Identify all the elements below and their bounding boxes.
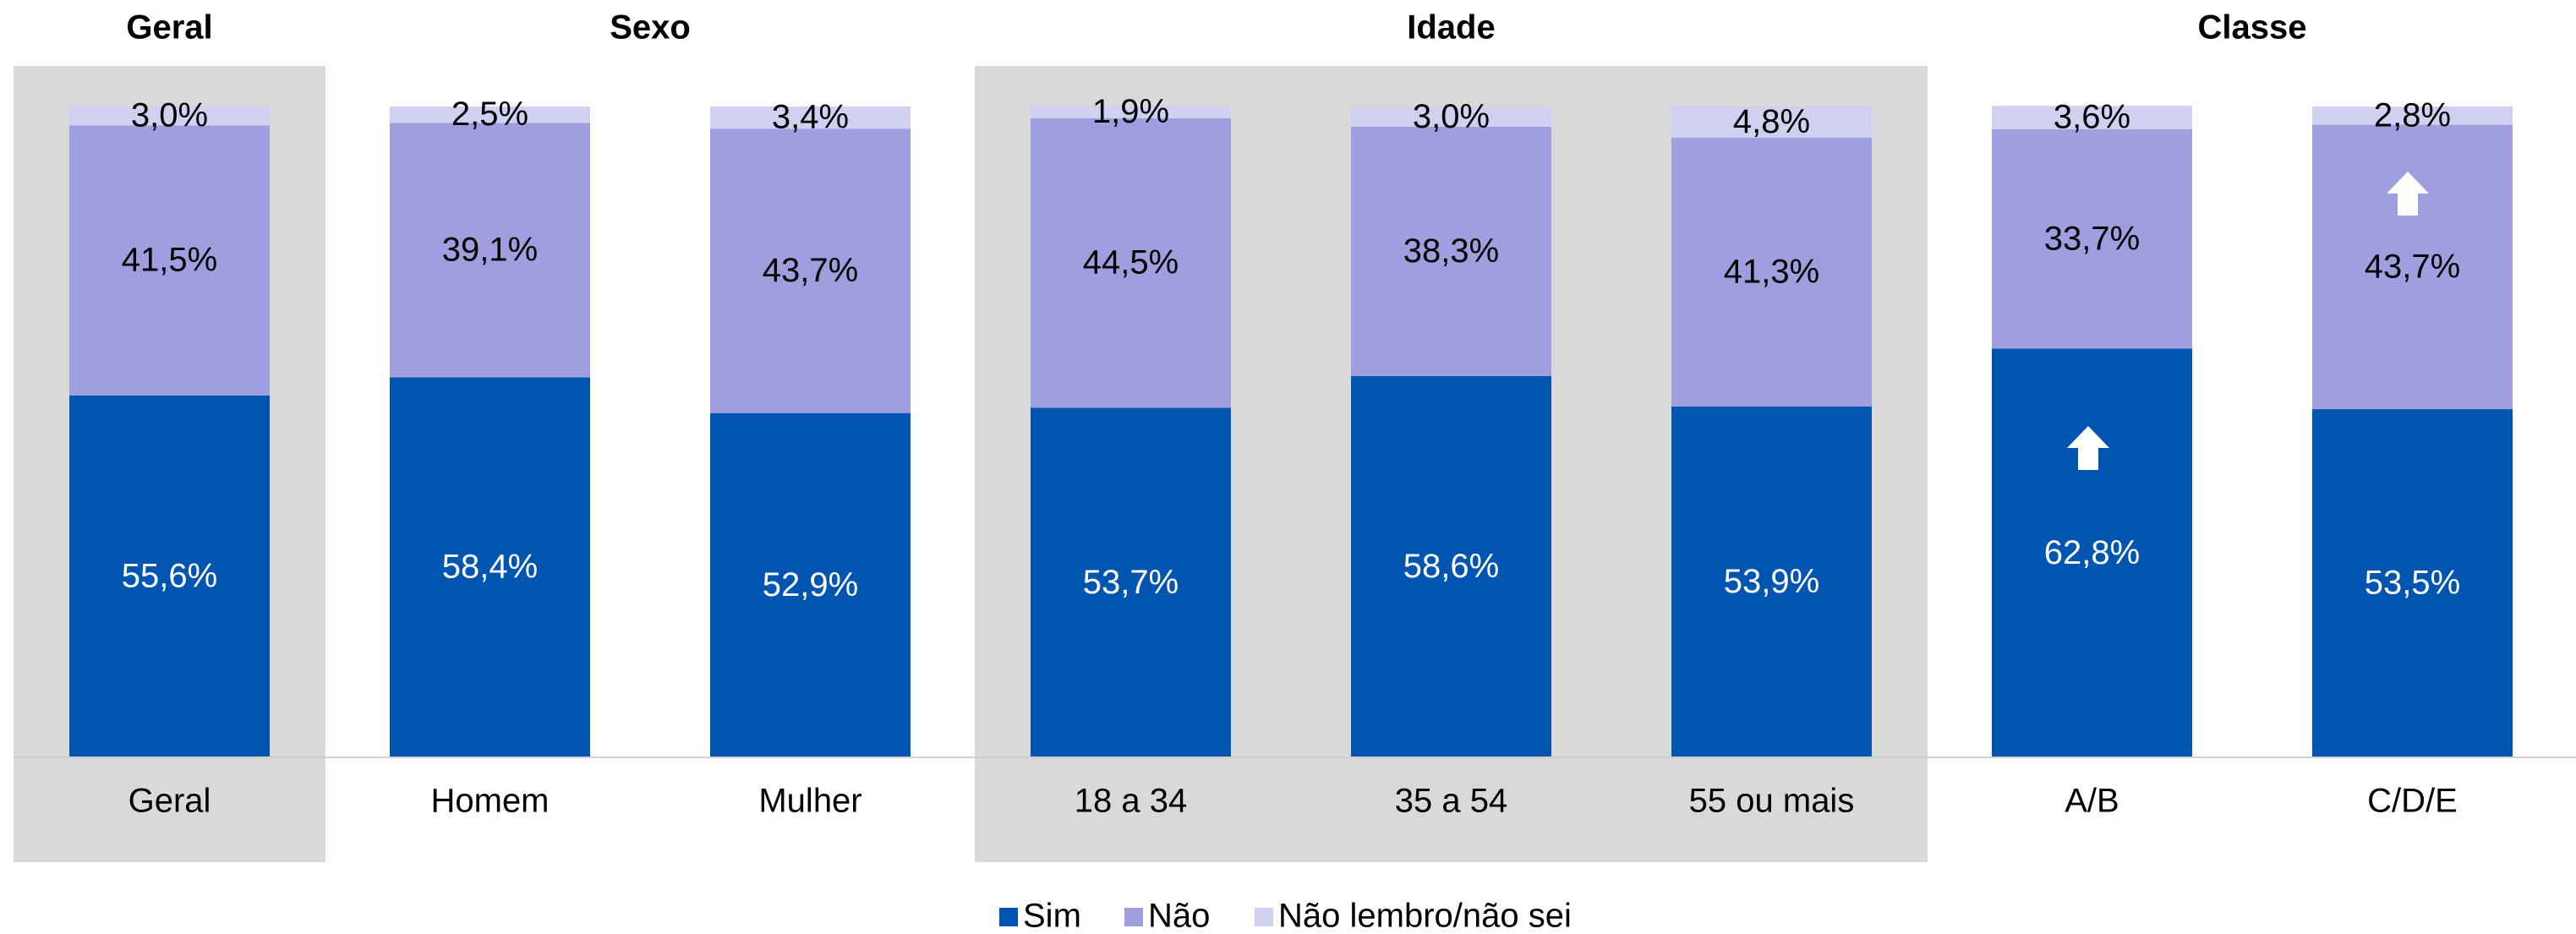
bar-segment <box>2312 124 2513 410</box>
bar-segment <box>1031 117 1231 408</box>
bar-segment <box>710 128 911 413</box>
data-label: 41,3% <box>1724 254 1819 291</box>
legend-label: Sim <box>1023 898 1081 934</box>
group-title: Idade <box>1407 9 1495 46</box>
bar-segment <box>1351 126 1551 376</box>
x-tick-label: 35 a 54 <box>1395 783 1507 820</box>
group-title: Classe <box>2198 9 2307 46</box>
bar-segment <box>1031 407 1231 757</box>
x-tick-label: 55 ou mais <box>1689 783 1855 820</box>
legend-label: Não <box>1148 898 1210 934</box>
bar-segment <box>69 395 270 757</box>
x-tick-label: A/B <box>2065 783 2119 820</box>
group-title: Sexo <box>610 9 691 46</box>
bar-segment <box>1992 106 2192 129</box>
data-label: 3,0% <box>1413 98 1490 135</box>
x-tick-label: C/D/E <box>2367 783 2458 820</box>
bar-segment <box>2312 107 2513 125</box>
bar-segment <box>390 377 590 757</box>
data-label: 1,9% <box>1092 93 1169 130</box>
bar-segment <box>1671 107 1872 138</box>
bar-segment <box>1351 107 1551 127</box>
x-tick-label: Geral <box>129 783 211 820</box>
data-label: 3,6% <box>2054 99 2130 136</box>
legend-swatch <box>999 908 1018 926</box>
data-label: 53,7% <box>1083 564 1179 601</box>
bar-segment <box>1671 137 1872 407</box>
data-label: 43,7% <box>2365 248 2460 285</box>
x-tick-label: Homem <box>430 783 549 820</box>
x-tick-label: 18 a 34 <box>1075 783 1187 820</box>
data-label: 58,4% <box>442 549 538 586</box>
data-label: 52,9% <box>763 566 858 604</box>
significance-arrow <box>2387 172 2429 216</box>
bar-segment <box>390 107 590 123</box>
bar-segment <box>390 123 590 378</box>
data-label: 55,6% <box>122 558 217 595</box>
bar-segment <box>710 107 911 129</box>
data-label: 4,8% <box>1733 103 1810 140</box>
data-label: 41,5% <box>122 242 217 279</box>
bar-segment <box>1992 348 2192 757</box>
data-label: 38,3% <box>1403 232 1499 270</box>
data-label: 58,6% <box>1403 548 1499 585</box>
data-label: 2,8% <box>2374 96 2451 134</box>
bar-segment <box>1351 375 1551 757</box>
bar-segment <box>710 412 911 757</box>
bars <box>69 106 2513 757</box>
data-label: 53,9% <box>1724 563 1819 600</box>
data-label: 39,1% <box>442 231 538 268</box>
data-label: 33,7% <box>2044 220 2140 257</box>
legend: Sim Não Não lembro/não sei <box>999 898 1572 934</box>
bar-segment <box>2312 409 2513 757</box>
legend-swatch <box>1255 908 1273 926</box>
bar-segment <box>1992 128 2192 349</box>
data-label: 53,5% <box>2365 565 2460 602</box>
bar-segment <box>1031 106 1231 118</box>
data-label: 44,5% <box>1083 244 1179 281</box>
data-label: 2,5% <box>451 96 528 133</box>
x-tick-label: Mulher <box>758 783 861 820</box>
data-label: 62,8% <box>2044 534 2140 571</box>
data-label: 43,7% <box>763 252 858 289</box>
data-label: 3,0% <box>131 96 208 134</box>
background-panels <box>14 66 1928 862</box>
bar-segment <box>69 106 270 126</box>
legend-label: Não lembro/não sei <box>1278 898 1572 934</box>
significance-arrow <box>2067 426 2109 470</box>
bar-segment <box>1671 406 1872 757</box>
group-title: Geral <box>126 9 212 46</box>
data-label: 3,4% <box>772 99 849 136</box>
bar-segment <box>69 125 270 396</box>
legend-swatch <box>1124 908 1143 926</box>
